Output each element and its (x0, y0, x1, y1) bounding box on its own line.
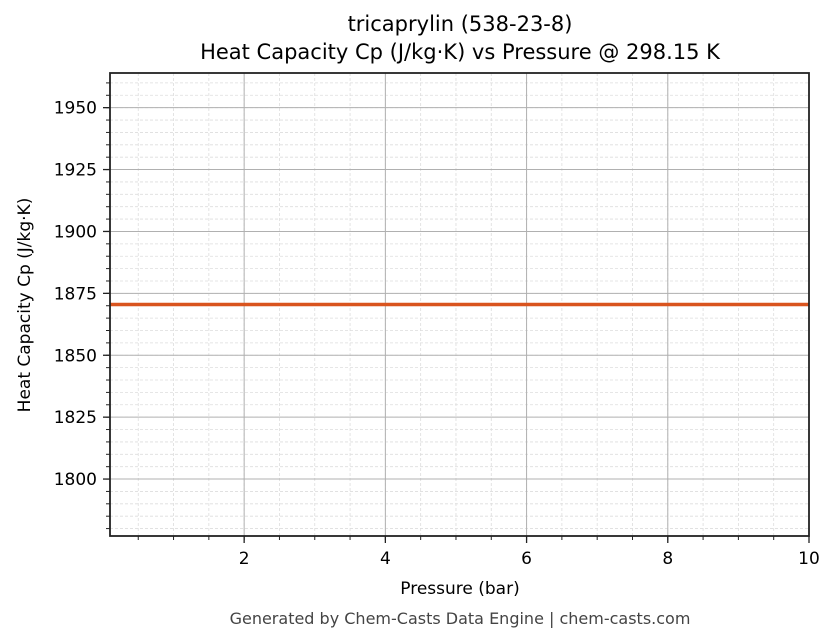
x-tick-label: 2 (239, 549, 250, 569)
chart-title: tricaprylin (538-23-8) (347, 12, 573, 36)
chart-subtitle: Heat Capacity Cp (J/kg·K) vs Pressure @ … (200, 40, 720, 64)
y-tick-label: 1925 (54, 161, 97, 181)
x-tick-label: 6 (521, 549, 532, 569)
x-tick-label: 4 (380, 549, 391, 569)
x-tick-label: 10 (798, 549, 820, 569)
tick-labels: 2 4 6 8 10 1800 1825 1850 1875 1900 1925 1950 (54, 99, 820, 569)
y-tick-label: 1900 (54, 222, 97, 242)
axis-ticks (103, 82, 810, 543)
x-tick-label: 8 (662, 549, 673, 569)
footer-credit: Generated by Chem-Casts Data Engine | ch… (229, 609, 691, 628)
y-tick-label: 1875 (54, 284, 97, 304)
major-grid (110, 73, 810, 536)
y-tick-label: 1850 (54, 346, 97, 366)
y-tick-label: 1800 (54, 470, 97, 490)
x-axis-label: Pressure (bar) (400, 579, 519, 599)
y-tick-label: 1825 (54, 408, 97, 428)
plot-frame (109, 72, 810, 537)
y-tick-label: 1950 (54, 99, 97, 119)
y-axis-label: Heat Capacity Cp (J/kg·K) (15, 198, 35, 413)
